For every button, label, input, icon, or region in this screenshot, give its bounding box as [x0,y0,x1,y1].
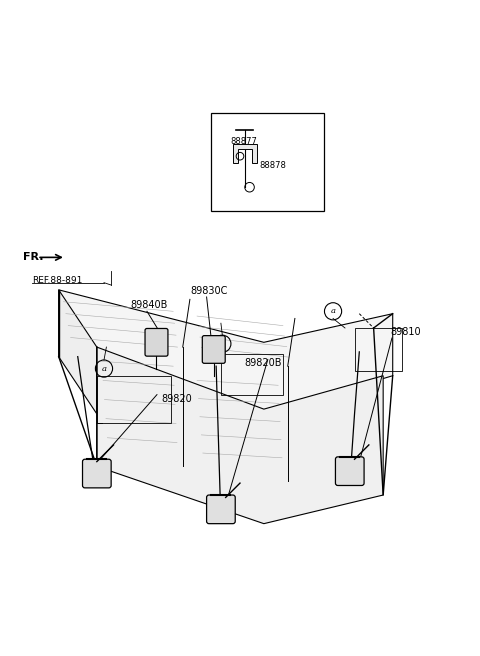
Text: REF.88-891: REF.88-891 [33,276,83,285]
FancyBboxPatch shape [83,459,111,488]
Polygon shape [233,144,257,163]
FancyBboxPatch shape [336,457,364,485]
Text: 89810: 89810 [390,327,421,337]
Text: 88878: 88878 [259,161,286,171]
Text: 89820B: 89820B [245,358,282,368]
Polygon shape [97,347,383,523]
Text: a: a [220,340,225,348]
Text: 89840B: 89840B [130,300,168,310]
FancyBboxPatch shape [145,329,168,356]
Text: 89820: 89820 [161,394,192,404]
FancyBboxPatch shape [202,336,225,363]
Text: a: a [101,365,107,373]
Text: a: a [331,307,336,316]
Polygon shape [59,290,393,414]
Text: 88877: 88877 [230,137,257,146]
Polygon shape [59,290,97,414]
FancyBboxPatch shape [211,113,324,211]
Text: a: a [220,120,224,128]
FancyBboxPatch shape [206,495,235,523]
Text: 89830C: 89830C [190,285,227,296]
Text: FR.: FR. [23,253,43,262]
